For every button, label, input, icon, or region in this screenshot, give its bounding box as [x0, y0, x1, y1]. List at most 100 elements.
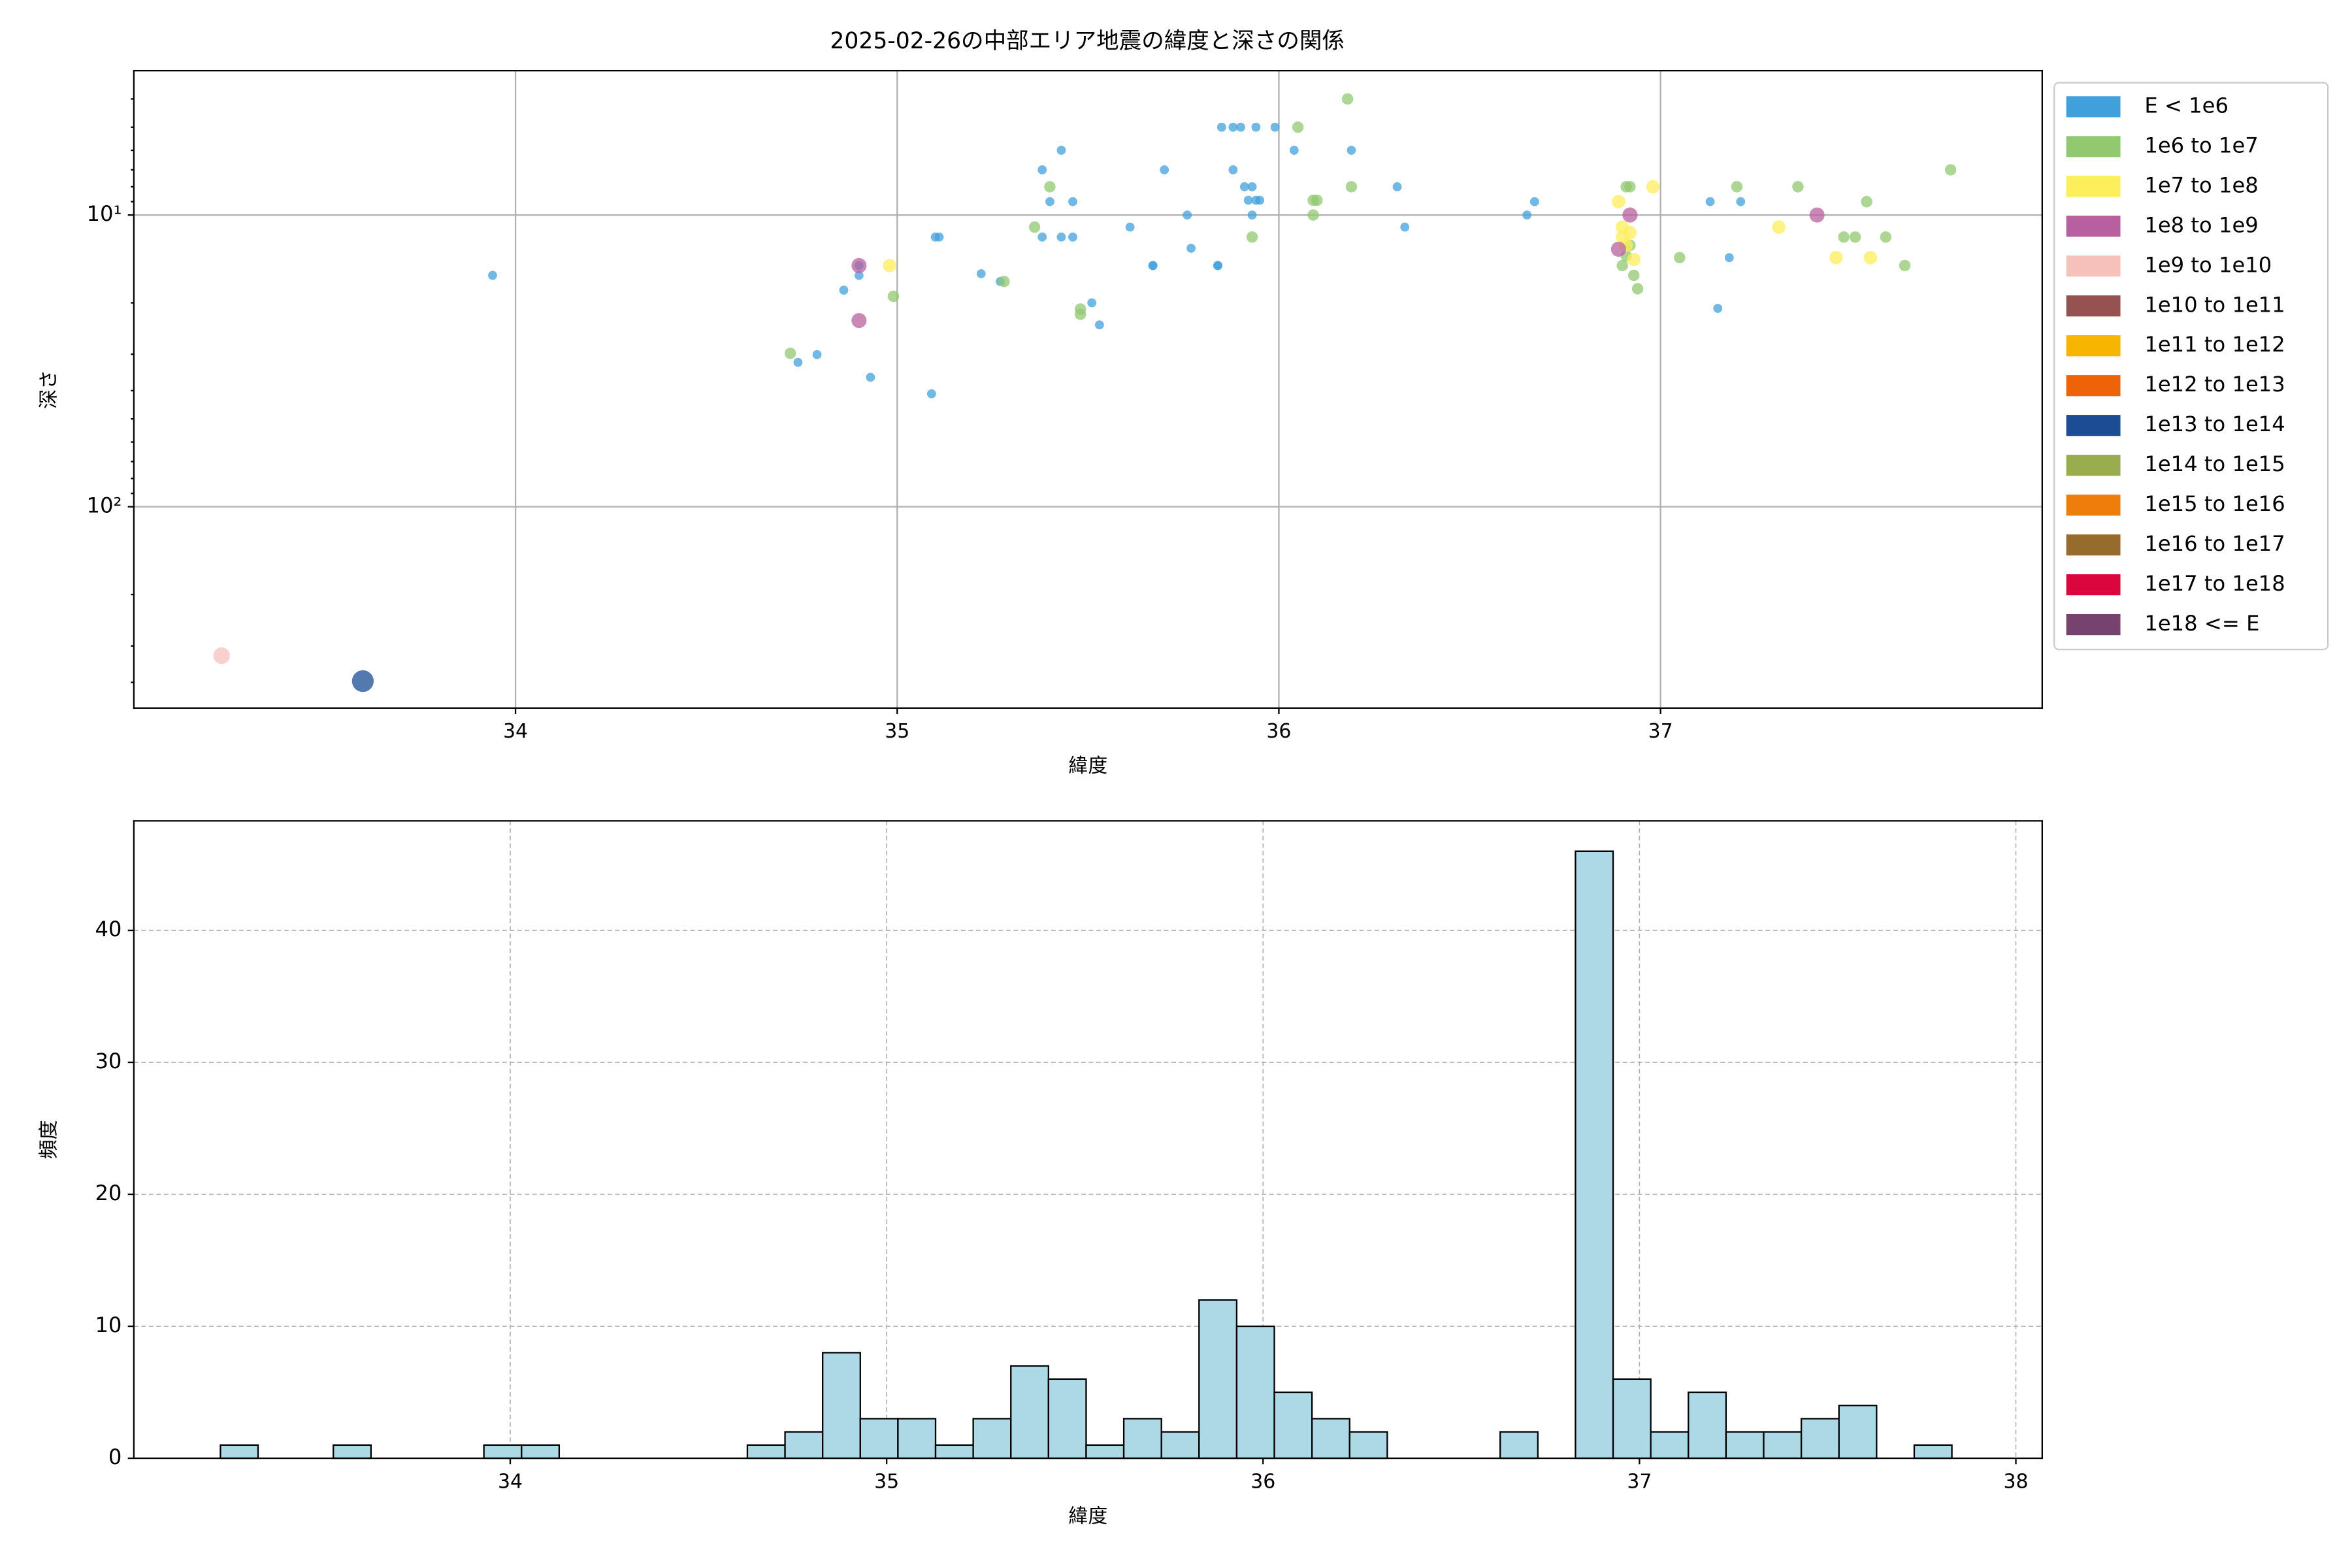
histogram-bar [822, 1352, 861, 1460]
scatter-point [866, 372, 875, 382]
scatter-point [1628, 269, 1640, 282]
scatter-point [1037, 165, 1047, 174]
scatter-point [1125, 222, 1135, 232]
plot-frame [133, 69, 2043, 709]
legend-swatch [2066, 375, 2121, 397]
scatter-point [854, 270, 864, 280]
scatter-point [1228, 122, 1238, 132]
histogram-bar [521, 1444, 561, 1460]
scatter-point [1674, 252, 1686, 264]
scatter-point [1247, 210, 1257, 220]
scatter-point [1899, 259, 1911, 272]
scatter-point [1624, 181, 1636, 193]
scatter-point [1186, 244, 1196, 253]
y-tick-label: 0 [108, 1445, 122, 1469]
scatter-point [1341, 93, 1354, 105]
scatter-point [1243, 195, 1253, 205]
y-tick-label: 10² [87, 493, 122, 518]
histogram-bar [1650, 1431, 1690, 1460]
histogram-bar [1688, 1391, 1727, 1460]
scatter-point [1646, 180, 1660, 194]
histogram-bar [333, 1444, 372, 1460]
y-tick-label: 30 [95, 1049, 122, 1073]
scatter-point [851, 313, 867, 329]
scatter-point [1148, 261, 1158, 270]
scatter-point [1838, 231, 1850, 243]
scatter-point [1228, 165, 1238, 174]
legend-label: 1e13 to 1e14 [2144, 412, 2285, 436]
scatter-point [1213, 261, 1222, 270]
histogram-bar [1763, 1431, 1803, 1460]
histogram-bar [1198, 1299, 1238, 1460]
histogram-bar [1725, 1431, 1765, 1460]
histogram-bar [1612, 1378, 1652, 1460]
x-axis-label: 緯度 [1068, 755, 1107, 777]
scatter-point [934, 232, 944, 242]
scatter-point [926, 389, 936, 399]
scatter-point [1861, 195, 1872, 208]
scatter-point [1944, 164, 1957, 176]
x-tick-label: 36 [1250, 1470, 1275, 1493]
x-tick-label: 35 [874, 1470, 899, 1493]
chart-title: 2025-02-26の中部エリア地震の緯度と深さの関係 [830, 28, 1344, 54]
histogram-bar [1122, 1418, 1162, 1460]
scatter-point [1087, 298, 1097, 308]
legend-label: 1e9 to 1e10 [2144, 252, 2272, 277]
legend-swatch [2066, 495, 2121, 516]
scatter-point [213, 647, 230, 664]
histogram-bar [972, 1418, 1012, 1460]
scatter-point [1863, 251, 1878, 265]
scatter-point [887, 290, 900, 302]
x-tick-label: 35 [885, 720, 909, 743]
scatter-point [1347, 146, 1356, 155]
x-tick-label: 36 [1266, 720, 1291, 743]
scatter-point [1037, 232, 1047, 242]
scatter-point [1068, 197, 1077, 206]
scatter-point [1713, 304, 1723, 313]
legend-swatch [2066, 136, 2121, 157]
x-tick-label: 34 [503, 720, 528, 743]
histogram-bar [784, 1431, 824, 1460]
legend-label: 1e17 to 1e18 [2144, 571, 2285, 596]
scatter-point [1074, 308, 1086, 320]
scatter-point [1247, 182, 1257, 191]
legend-label: 1e16 to 1e17 [2144, 531, 2285, 556]
legend-swatch [2066, 176, 2121, 197]
scatter-point [1044, 181, 1056, 193]
legend-label: 1e11 to 1e12 [2144, 332, 2285, 357]
histogram-bar [1010, 1365, 1050, 1460]
legend-label: 1e6 to 1e7 [2144, 133, 2258, 157]
histogram-bar [1273, 1391, 1313, 1460]
histogram-bar [1838, 1405, 1878, 1460]
histogram-bar [1348, 1431, 1388, 1460]
histogram-bar [1085, 1444, 1125, 1460]
scatter-point [812, 350, 822, 359]
legend-swatch [2066, 534, 2121, 556]
y-axis-label: 深さ [37, 370, 60, 409]
scatter-point [1392, 182, 1402, 191]
scatter-point [1160, 165, 1169, 174]
y-axis-label: 頻度 [37, 1120, 60, 1159]
scatter-point [488, 270, 497, 280]
y-tick-label: 40 [95, 917, 122, 941]
scatter-point [1028, 221, 1041, 233]
scatter-point [1217, 122, 1226, 132]
x-tick-label: 37 [1627, 1470, 1652, 1493]
legend-label: 1e12 to 1e13 [2144, 372, 2285, 397]
legend-swatch [2066, 335, 2121, 357]
legend-swatch [2066, 415, 2121, 436]
legend-label: 1e18 <= E [2144, 611, 2259, 636]
scatter-point [1731, 181, 1743, 193]
legend-swatch [2066, 613, 2121, 636]
scatter-point [1056, 146, 1066, 155]
histogram-bar [859, 1418, 899, 1460]
scatter-point [1829, 251, 1843, 265]
scatter-point [1045, 197, 1054, 206]
y-tick-label: 10¹ [87, 201, 122, 226]
scatter-point [784, 348, 796, 359]
plot-frame [133, 820, 2043, 1460]
scatter-point [793, 357, 803, 367]
scatter-point [1251, 122, 1261, 132]
scatter-point [1736, 197, 1746, 206]
